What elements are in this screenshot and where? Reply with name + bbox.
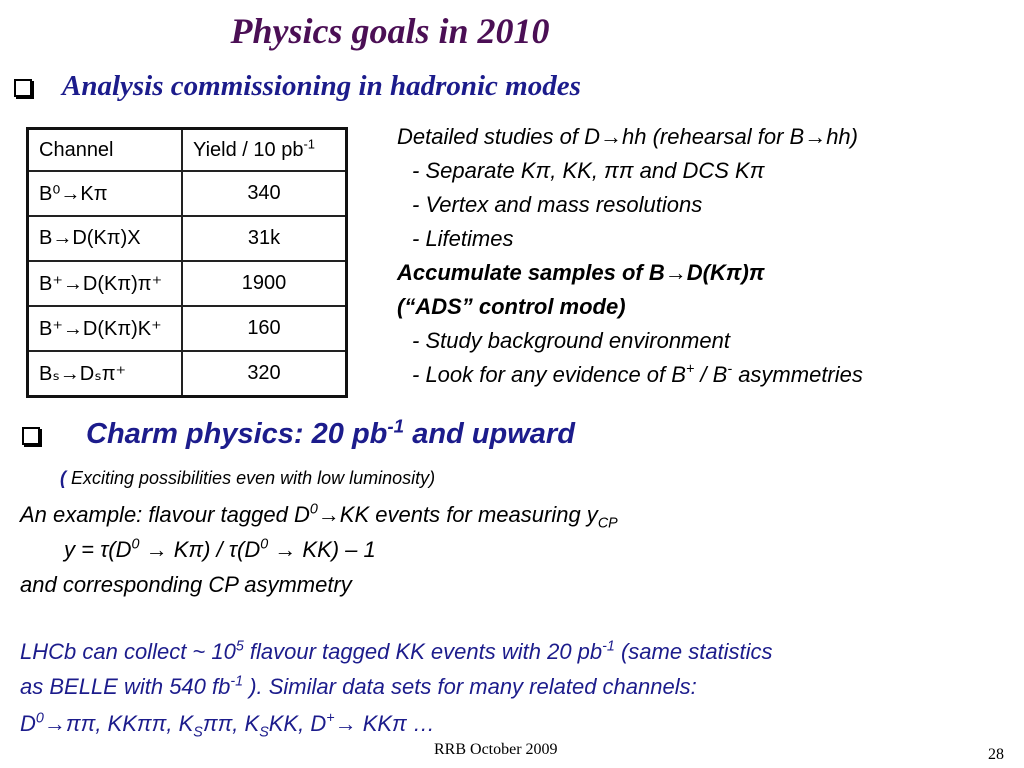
row-channel: B→D(Kπ)X (26, 215, 183, 262)
section1-heading: Analysis commissioning in hadronic modes (62, 70, 581, 102)
table-row: B⁺→D(Kπ)K⁺ 160 (26, 305, 348, 352)
body-line-2: y = τ(D0 → Kπ) / τ(D0 → KK) – 1 (64, 536, 376, 562)
table-row: B⁺→D(Kπ)π⁺ 1900 (26, 260, 348, 307)
table-row: B⁰→Kπ 340 (26, 170, 348, 217)
row-yield: 31k (181, 215, 348, 262)
body-line-5: as BELLE with 540 fb-1 ). Similar data s… (20, 673, 697, 699)
panel-line: Accumulate samples of B→D(Kπ)π (397, 260, 765, 285)
row-channel: B⁺→D(Kπ)K⁺ (26, 305, 183, 352)
row-yield: 1900 (181, 260, 348, 307)
panel-line: - Vertex and mass resolutions (412, 192, 703, 217)
page-number: 28 (988, 746, 1004, 763)
row-channel: B⁺→D(Kπ)π⁺ (26, 260, 183, 307)
checkbox-bullet-icon (14, 79, 32, 97)
right-panel: Detailed studies of D→hh (rehearsal for … (397, 120, 1017, 392)
row-yield: 340 (181, 170, 348, 217)
slide-title: Physics goals in 2010 (230, 11, 550, 51)
table-row: B→D(Kπ)X 31k (26, 215, 348, 262)
checkbox-bullet-icon (22, 427, 40, 445)
body-line-4: LHCb can collect ~ 105 flavour tagged KK… (20, 638, 773, 664)
panel-line: - Study background environment (412, 328, 730, 353)
row-channel: B⁰→Kπ (26, 170, 183, 217)
section2-note: ( Exciting possibilities even with low l… (60, 468, 436, 488)
header-channel: Channel (26, 127, 183, 172)
panel-line: Detailed studies of D→hh (rehearsal for … (397, 124, 858, 149)
panel-line: (“ADS” control mode) (397, 294, 626, 319)
table-row: Bₛ→Dₛπ⁺ 320 (26, 350, 348, 398)
row-yield: 160 (181, 305, 348, 352)
body-line-6: D0→ππ, KKππ, KSππ, KSKK, D+→ KKπ … (20, 710, 435, 741)
table-header-row: Channel Yield / 10 pb-1 (26, 127, 348, 172)
footer-text: RRB October 2009 (434, 741, 558, 758)
panel-line: - Lifetimes (412, 226, 514, 251)
row-channel: Bₛ→Dₛπ⁺ (26, 350, 183, 398)
body-line-3: and corresponding CP asymmetry (20, 572, 352, 597)
row-yield: 320 (181, 350, 348, 398)
panel-line: - Look for any evidence of B+ / B- asymm… (412, 361, 863, 387)
panel-line: - Separate Kπ, KK, ππ and DCS Kπ (412, 158, 765, 183)
header-yield: Yield / 10 pb-1 (181, 127, 348, 172)
yield-table: Channel Yield / 10 pb-1 B⁰→Kπ 340 B→D(Kπ… (26, 127, 348, 398)
body-line-1: An example: flavour tagged D0→KK events … (20, 501, 618, 532)
section2-heading: Charm physics: 20 pb-1 and upward (86, 415, 575, 450)
